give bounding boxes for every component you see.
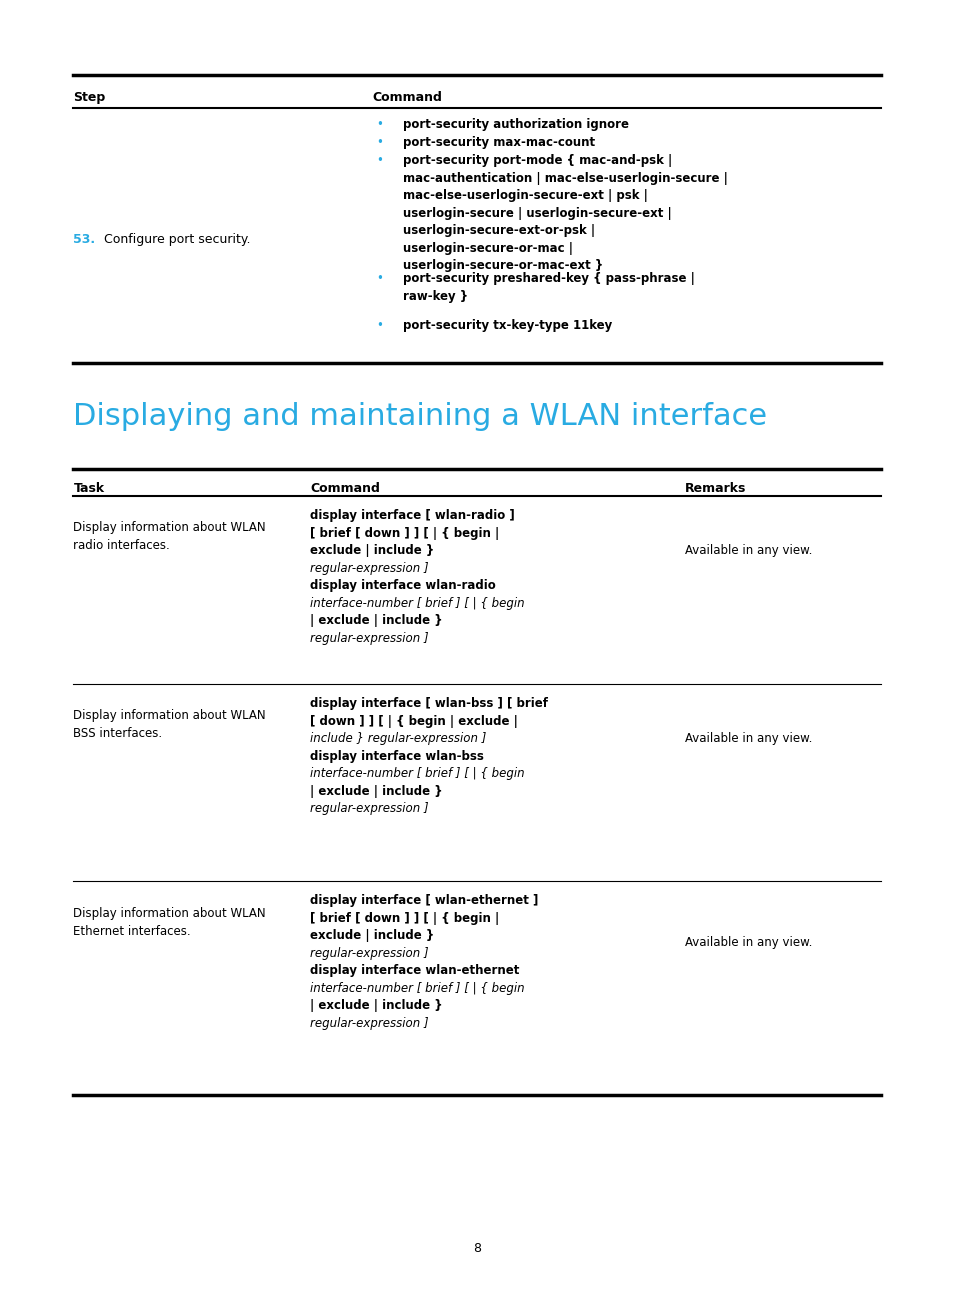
- Text: Available in any view.: Available in any view.: [684, 544, 812, 557]
- Text: 53.: 53.: [73, 233, 95, 246]
- Text: Display information about WLAN
Ethernet interfaces.: Display information about WLAN Ethernet …: [73, 907, 266, 938]
- Text: include } regular-expression ]: include } regular-expression ]: [310, 732, 486, 745]
- Text: •: •: [376, 136, 383, 149]
- Text: display interface wlan-bss: display interface wlan-bss: [310, 749, 483, 763]
- Text: Available in any view.: Available in any view.: [684, 732, 812, 745]
- Text: Remarks: Remarks: [684, 482, 745, 495]
- Text: 8: 8: [473, 1242, 480, 1255]
- Text: •: •: [376, 319, 383, 332]
- Text: display interface [ wlan-radio ]: display interface [ wlan-radio ]: [310, 509, 515, 522]
- Text: Display information about WLAN
BSS interfaces.: Display information about WLAN BSS inter…: [73, 709, 266, 740]
- Text: port-security port-mode { mac-and-psk |
mac-authentication | mac-else-userlogin-: port-security port-mode { mac-and-psk | …: [402, 154, 727, 272]
- Text: regular-expression ]: regular-expression ]: [310, 632, 428, 645]
- Text: port-security tx-key-type 11key: port-security tx-key-type 11key: [402, 319, 611, 332]
- Text: Display information about WLAN
radio interfaces.: Display information about WLAN radio int…: [73, 521, 266, 552]
- Text: [ brief [ down ] ] [ | { begin |: [ brief [ down ] ] [ | { begin |: [310, 526, 498, 540]
- Text: interface-number [ brief ] [ | { begin: interface-number [ brief ] [ | { begin: [310, 767, 524, 780]
- Text: Command: Command: [372, 91, 441, 104]
- Text: display interface [ wlan-ethernet ]: display interface [ wlan-ethernet ]: [310, 894, 537, 907]
- Text: regular-expression ]: regular-expression ]: [310, 802, 428, 815]
- Text: exclude | include }: exclude | include }: [310, 544, 434, 557]
- Text: regular-expression ]: regular-expression ]: [310, 562, 428, 575]
- Text: Task: Task: [73, 482, 105, 495]
- Text: interface-number [ brief ] [ | { begin: interface-number [ brief ] [ | { begin: [310, 982, 524, 995]
- Text: regular-expression ]: regular-expression ]: [310, 1016, 428, 1030]
- Text: Available in any view.: Available in any view.: [684, 936, 812, 949]
- Text: •: •: [376, 118, 383, 131]
- Text: •: •: [376, 272, 383, 285]
- Text: display interface wlan-radio: display interface wlan-radio: [310, 579, 496, 592]
- Text: port-security preshared-key { pass-phrase |
raw-key }: port-security preshared-key { pass-phras…: [402, 272, 694, 303]
- Text: display interface wlan-ethernet: display interface wlan-ethernet: [310, 964, 518, 977]
- Text: [ down ] ] [ | { begin | exclude |: [ down ] ] [ | { begin | exclude |: [310, 715, 517, 728]
- Text: | exclude | include }: | exclude | include }: [310, 614, 442, 627]
- Text: regular-expression ]: regular-expression ]: [310, 946, 428, 960]
- Text: interface-number [ brief ] [ | { begin: interface-number [ brief ] [ | { begin: [310, 596, 524, 610]
- Text: port-security max-mac-count: port-security max-mac-count: [402, 136, 594, 149]
- Text: Displaying and maintaining a WLAN interface: Displaying and maintaining a WLAN interf…: [73, 402, 767, 430]
- Text: •: •: [376, 154, 383, 167]
- Text: Command: Command: [310, 482, 379, 495]
- Text: port-security authorization ignore: port-security authorization ignore: [402, 118, 628, 131]
- Text: Step: Step: [73, 91, 106, 104]
- Text: | exclude | include }: | exclude | include }: [310, 999, 442, 1012]
- Text: | exclude | include }: | exclude | include }: [310, 785, 442, 798]
- Text: exclude | include }: exclude | include }: [310, 929, 434, 942]
- Text: display interface [ wlan-bss ] [ brief: display interface [ wlan-bss ] [ brief: [310, 697, 547, 710]
- Text: [ brief [ down ] ] [ | { begin |: [ brief [ down ] ] [ | { begin |: [310, 912, 498, 925]
- Text: Configure port security.: Configure port security.: [104, 233, 251, 246]
